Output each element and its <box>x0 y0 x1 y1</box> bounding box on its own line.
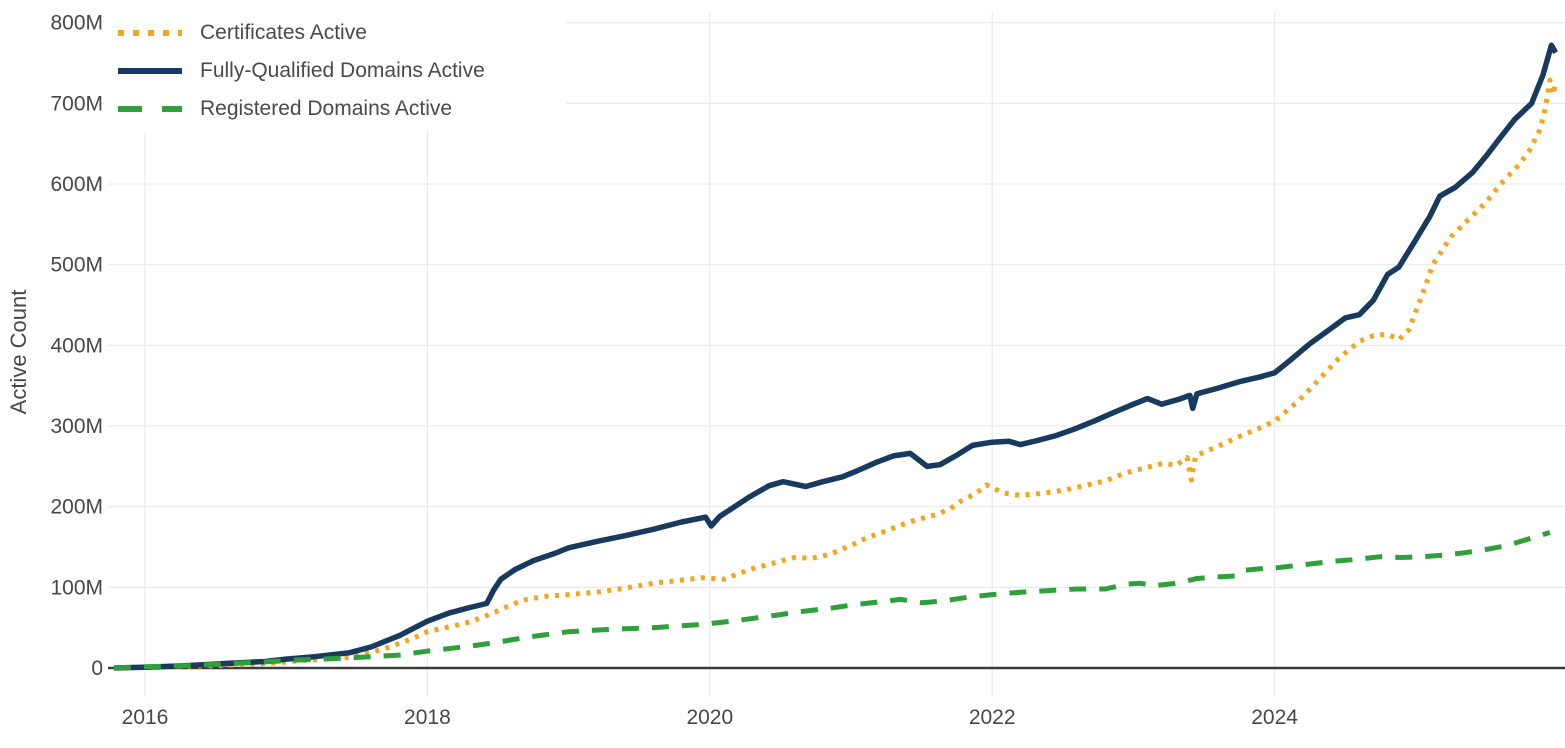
y-tick-label-700M: 700M <box>50 92 103 115</box>
y-tick-label-0: 0 <box>91 657 103 680</box>
legend-item-fqdn-active[interactable]: Fully-Qualified Domains Active <box>106 52 566 90</box>
legend-label-fqdn-active: Fully-Qualified Domains Active <box>200 59 485 82</box>
y-tick-label-200M: 200M <box>50 496 103 519</box>
x-tick-label-2020: 2020 <box>686 706 733 729</box>
y-tick-label-600M: 600M <box>50 173 103 196</box>
legend-item-certificates-active[interactable]: Certificates Active <box>106 14 566 52</box>
x-tick-label-2022: 2022 <box>969 706 1016 729</box>
chart-legend: Certificates Active Fully-Qualified Doma… <box>106 12 566 132</box>
legend-label-certificates-active: Certificates Active <box>200 21 367 44</box>
y-tick-label-800M: 800M <box>50 12 103 35</box>
y-tick-label-500M: 500M <box>50 254 103 277</box>
x-tick-label-2024: 2024 <box>1251 706 1298 729</box>
solid-line-swatch-icon <box>118 68 182 74</box>
dashed-line-swatch-icon <box>118 106 182 112</box>
series-line-registered-domains-active <box>113 530 1551 671</box>
series-line-fully-qualified-domains-active <box>113 42 1558 671</box>
x-tick-label-2018: 2018 <box>404 706 451 729</box>
y-axis-title: Active Count <box>6 290 31 415</box>
series-line-certificates-active <box>113 77 1559 671</box>
dotted-line-swatch-icon <box>118 30 182 36</box>
legend-item-registered-domains-active[interactable]: Registered Domains Active <box>106 90 566 128</box>
legend-label-registered-domains-active: Registered Domains Active <box>200 97 453 120</box>
y-tick-label-400M: 400M <box>50 334 103 357</box>
x-tick-label-2016: 2016 <box>122 706 169 729</box>
y-tick-label-100M: 100M <box>50 576 103 599</box>
y-tick-label-300M: 300M <box>50 415 103 438</box>
